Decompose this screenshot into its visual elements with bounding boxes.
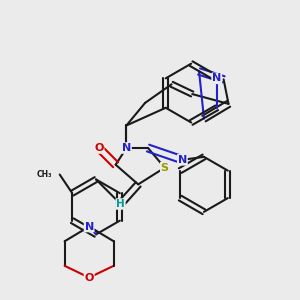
Text: N: N bbox=[178, 155, 187, 165]
Text: S: S bbox=[161, 163, 169, 173]
Text: H: H bbox=[116, 199, 125, 209]
Text: CH₃: CH₃ bbox=[37, 170, 52, 179]
Text: O: O bbox=[94, 143, 104, 153]
Text: N: N bbox=[122, 143, 131, 153]
Text: O: O bbox=[85, 273, 94, 283]
Text: N: N bbox=[85, 222, 94, 232]
Text: N: N bbox=[212, 74, 221, 83]
